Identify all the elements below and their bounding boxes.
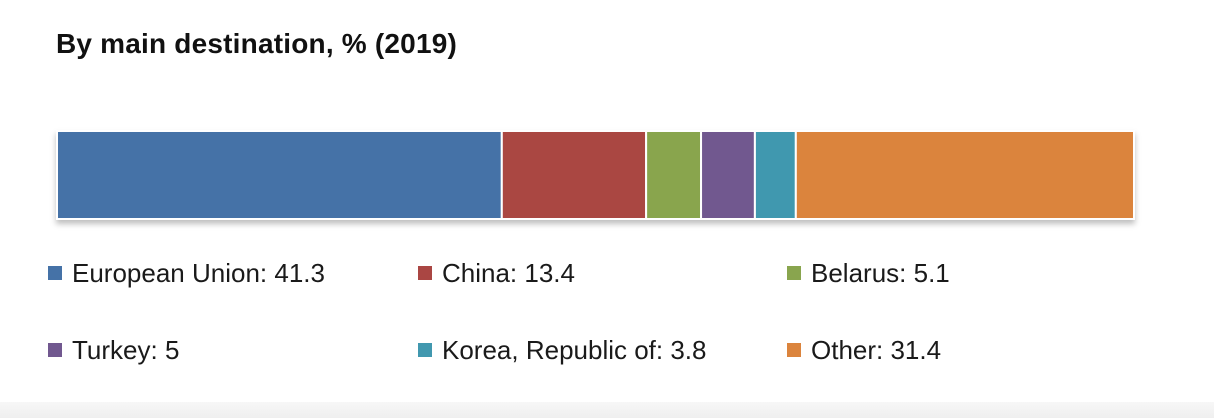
chart-title: By main destination, % (2019)	[56, 28, 458, 59]
legend-label: China: 13.4	[442, 257, 575, 288]
bar-segment-turkey	[700, 130, 756, 220]
bottom-strip	[0, 402, 1214, 418]
legend-swatch	[787, 266, 801, 280]
legend-item-belarus: Belarus: 5.1	[787, 257, 950, 289]
legend-item-turkey: Turkey: 5	[48, 334, 179, 366]
legend-item-korea: Korea, Republic of: 3.8	[418, 334, 707, 366]
legend-label: Korea, Republic of: 3.8	[442, 334, 707, 365]
bar-segment-china	[500, 130, 648, 220]
bar-segment-korea-republic-of	[753, 130, 797, 220]
stacked-bar-chart	[56, 130, 1135, 220]
legend-swatch	[48, 266, 62, 280]
legend-item-china: China: 13.4	[418, 257, 575, 289]
legend-swatch	[418, 266, 432, 280]
legend-label: Other: 31.4	[811, 334, 942, 365]
legend-item-other: Other: 31.4	[787, 334, 941, 366]
legend-swatch	[787, 343, 801, 357]
legend-label: Belarus: 5.1	[811, 257, 950, 288]
legend-label: European Union: 41.3	[72, 257, 325, 288]
legend-swatch	[418, 343, 432, 357]
bar-segment-belarus	[645, 130, 703, 220]
bar-segment-european-union	[56, 130, 503, 220]
bar-segment-other	[794, 130, 1135, 220]
legend-label: Turkey: 5	[72, 334, 180, 365]
legend-item-european-union: European Union: 41.3	[48, 257, 325, 289]
legend-swatch	[48, 343, 62, 357]
